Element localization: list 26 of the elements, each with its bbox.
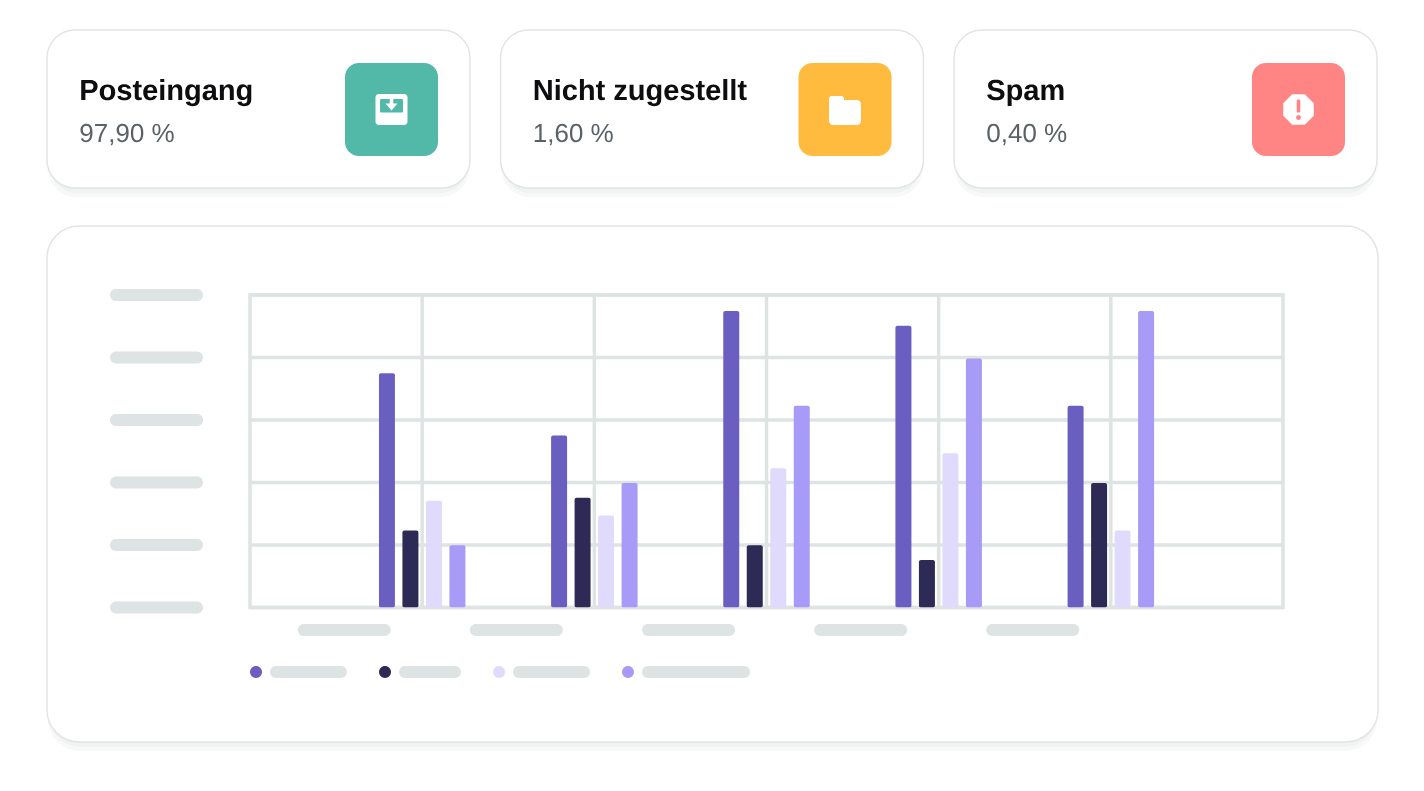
bar [551, 435, 568, 608]
text: Posteingang [81, 78, 252, 107]
bar [793, 405, 810, 608]
bar [425, 500, 442, 608]
bar [746, 545, 763, 608]
bar [598, 515, 615, 608]
bar [574, 497, 591, 608]
bar [378, 373, 395, 608]
bar [449, 545, 466, 608]
bar [942, 453, 959, 608]
bar [1067, 405, 1084, 608]
text: 0,40 % [987, 123, 1067, 146]
text: 97,90 % [80, 123, 174, 146]
text: 1,60 % [534, 123, 613, 146]
bar [621, 482, 638, 608]
bar [402, 530, 419, 608]
bar [1091, 482, 1108, 608]
bar [918, 560, 935, 608]
bar [770, 468, 787, 608]
bar [723, 311, 740, 608]
text: Spam [987, 79, 1064, 107]
bar [965, 358, 982, 608]
bar [1114, 530, 1131, 608]
bar [1138, 311, 1155, 608]
text: Nicht zugestellt [534, 78, 747, 107]
bar [895, 325, 912, 608]
